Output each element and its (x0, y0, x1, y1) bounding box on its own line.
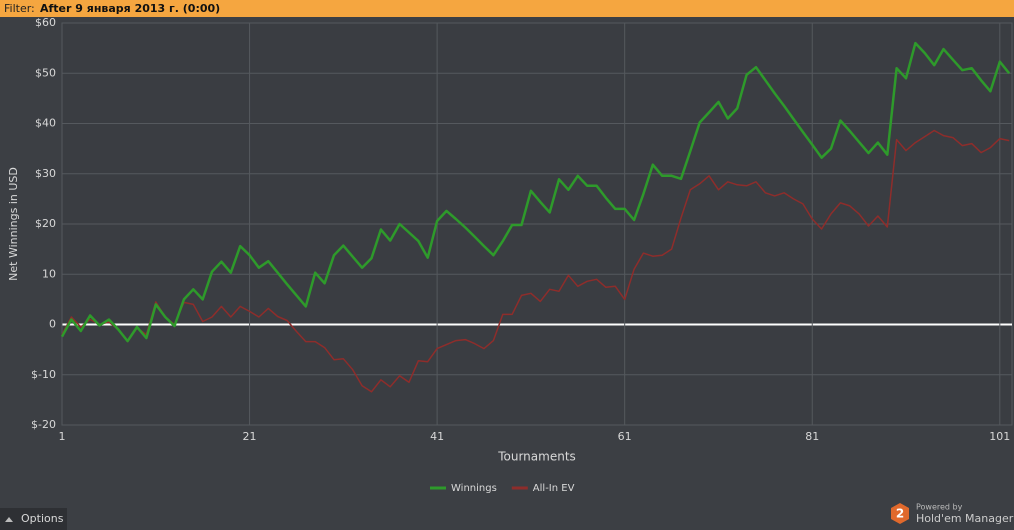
y-tick-label: $20 (35, 217, 56, 230)
options-label[interactable]: Options (21, 512, 64, 525)
legend-label: Winnings (451, 483, 497, 494)
y-tick-label: $50 (35, 66, 56, 79)
options-button[interactable] (0, 508, 67, 530)
filter-bar (0, 0, 1014, 17)
x-tick-label: 21 (243, 430, 257, 443)
filter-label: Filter: (4, 2, 35, 15)
x-tick-label: 41 (430, 430, 444, 443)
series-line (61, 129, 1010, 393)
x-tick-label: 1 (59, 430, 66, 443)
legend-label: All-In EV (533, 483, 575, 494)
x-axis-title: Tournaments (497, 450, 576, 464)
brand-name: Hold'em Manager (916, 512, 1014, 525)
y-tick-label: $30 (35, 167, 56, 180)
powered-by: Powered by (916, 503, 963, 512)
y-tick-label: $-10 (31, 368, 56, 381)
x-tick-label: 81 (805, 430, 819, 443)
x-tick-label: 101 (989, 430, 1010, 443)
series-line (60, 41, 1011, 343)
y-tick-label: 0 (49, 318, 56, 331)
y-tick-label: 10 (42, 267, 56, 280)
y-tick-label: $60 (35, 16, 56, 29)
y-tick-label: $-20 (31, 418, 56, 431)
logo-badge (891, 503, 909, 524)
y-axis-title: Net Winnings in USD (7, 167, 20, 281)
y-tick-label: $40 (35, 117, 56, 130)
x-tick-label: 61 (618, 430, 632, 443)
filter-value: After 9 января 2013 г. (0:00) (40, 2, 220, 15)
options-arrow (5, 517, 13, 522)
logo-number: 2 (896, 507, 904, 521)
